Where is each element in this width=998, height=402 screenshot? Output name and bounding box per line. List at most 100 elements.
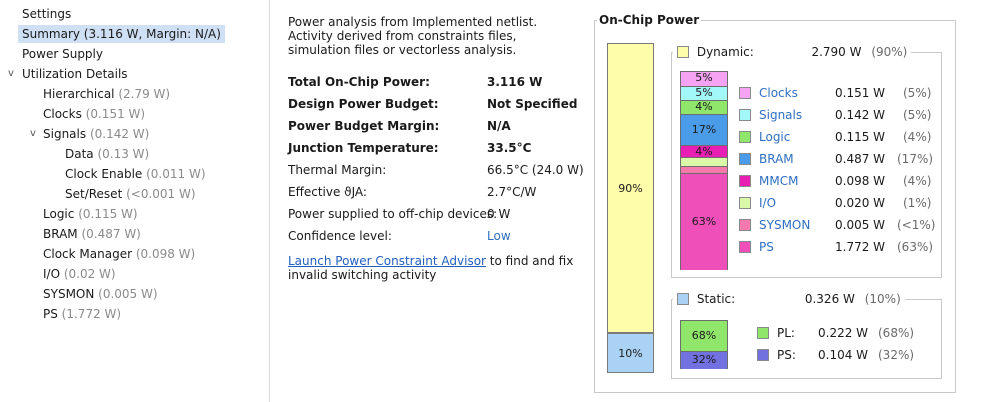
advisor-text: Launch Power Constraint Advisor to find …: [288, 254, 578, 282]
legend-sysmon-link[interactable]: SYSMON: [759, 218, 811, 232]
tree-item-value: (0.487 W): [77, 227, 141, 241]
legend-logic: Logic 0.115 W (4%): [739, 128, 939, 146]
tree-item-value: (1.772 W): [57, 307, 122, 321]
detail-key: Power supplied to off-chip devices:: [288, 207, 498, 221]
power-constraint-advisor-link[interactable]: Launch Power Constraint Advisor: [288, 254, 486, 268]
legend-swatch-icon: [739, 87, 751, 99]
tree-item-power-supply[interactable]: Power Supply: [22, 45, 103, 63]
dynamic-label: Dynamic:: [696, 45, 754, 59]
legend-signals: Signals 0.142 W (5%): [739, 106, 939, 124]
legend-pct: (5%): [903, 86, 932, 100]
dynamic-swatch-icon: [677, 46, 689, 58]
legend-value: 0.151 W: [835, 86, 886, 100]
tree-item-data[interactable]: Data (0.13 W): [65, 145, 149, 163]
power-report-tree: Settings Summary (3.116 W, Margin: N/A) …: [0, 0, 270, 402]
tree-item-value: (<0.001 W): [122, 187, 196, 201]
tree-item-signals[interactable]: Signals (0.142 W): [43, 125, 149, 143]
static-swatch-icon: [677, 293, 689, 305]
tree-item-io[interactable]: I/O (0.02 W): [43, 265, 116, 283]
tree-item-value: (0.151 W): [81, 107, 146, 121]
seg-static-ps: 32%: [681, 352, 727, 369]
confidence-level-link[interactable]: Low: [487, 229, 511, 243]
legend-static-ps: PS: 0.104 W (32%): [757, 346, 937, 364]
legend-mmcm: MMCM 0.098 W (4%): [739, 172, 939, 190]
dynamic-pct: (90%): [871, 45, 908, 59]
advisor-text-1: to find and fix: [485, 254, 574, 268]
legend-swatch-icon: [757, 349, 769, 361]
detail-value: 66.5°C (24.0 W): [487, 163, 584, 177]
legend-pct: (68%): [878, 326, 915, 340]
chevron-down-icon[interactable]: v: [8, 68, 14, 79]
legend-value: 0.142 W: [835, 108, 886, 122]
legend-swatch-icon: [739, 153, 751, 165]
legend-swatch-icon: [739, 241, 751, 253]
tree-item-sysmon[interactable]: SYSMON (0.005 W): [43, 285, 158, 303]
detail-key: Power Budget Margin:: [288, 119, 440, 133]
chevron-down-icon[interactable]: v: [30, 128, 36, 139]
detail-row-budget: Design Power Budget: Not Specified: [288, 95, 588, 113]
seg-mmcm: 4%: [681, 146, 727, 158]
on-chip-power-panel: [594, 20, 956, 393]
legend-label: PS:: [777, 348, 796, 362]
detail-value: 3.116 W: [487, 75, 543, 89]
seg-io: [681, 158, 727, 167]
tree-item-set-reset[interactable]: Set/Reset (<0.001 W): [65, 185, 196, 203]
tree-item-clock-enable[interactable]: Clock Enable (0.011 W): [65, 165, 206, 183]
legend-value: 0.115 W: [835, 130, 886, 144]
tree-item-ps[interactable]: PS (1.772 W): [43, 305, 121, 323]
legend-signals-link[interactable]: Signals: [759, 108, 803, 122]
legend-mmcm-link[interactable]: MMCM: [759, 174, 799, 188]
advisor-text-2: invalid switching activity: [288, 268, 437, 282]
detail-row-thermal-margin: Thermal Margin: 66.5°C (24.0 W): [288, 161, 588, 179]
tree-item-value: (0.011 W): [142, 167, 206, 181]
legend-io-link[interactable]: I/O: [759, 196, 777, 210]
on-chip-power-title: On-Chip Power: [597, 13, 702, 27]
tree-item-value: (2.79 W): [114, 87, 171, 101]
tree-item-label: Clock Manager: [43, 247, 133, 261]
legend-clocks-link[interactable]: Clocks: [759, 86, 798, 100]
tree-item-value: (0.13 W): [93, 147, 150, 161]
legend-bram-link[interactable]: BRAM: [759, 152, 794, 166]
tree-item-clocks[interactable]: Clocks (0.151 W): [43, 105, 145, 123]
legend-swatch-icon: [739, 219, 751, 231]
legend-ps-link[interactable]: PS: [759, 240, 774, 254]
tree-item-label: Settings: [22, 7, 72, 21]
detail-value: 0 W: [487, 207, 511, 221]
tree-item-value: (0.02 W): [60, 267, 116, 281]
detail-row-junction-temp: Junction Temperature: 33.5°C: [288, 139, 588, 157]
legend-pct: (4%): [903, 130, 932, 144]
legend-pct: (<1%): [897, 218, 936, 232]
tree-item-bram[interactable]: BRAM (0.487 W): [43, 225, 141, 243]
static-total-bar: 10%: [607, 333, 654, 373]
tree-item-hierarchical[interactable]: Hierarchical (2.79 W): [43, 85, 170, 103]
legend-logic-link[interactable]: Logic: [759, 130, 791, 144]
dynamic-total-pct: 90%: [618, 182, 643, 195]
legend-swatch-icon: [757, 327, 769, 339]
detail-key: Effective ϑJA:: [288, 185, 367, 199]
seg-clocks: 5%: [681, 72, 727, 87]
tree-item-label: BRAM: [43, 227, 78, 241]
tree-item-label: Signals: [43, 127, 87, 141]
legend-label: PL:: [777, 326, 795, 340]
legend-bram: BRAM 0.487 W (17%): [739, 150, 939, 168]
legend-pct: (4%): [903, 174, 932, 188]
detail-value: 33.5°C: [487, 141, 532, 155]
tree-item-label: Clock Enable: [65, 167, 143, 181]
tree-item-summary[interactable]: Summary (3.116 W, Margin: N/A): [18, 25, 225, 43]
legend-pct: (5%): [903, 108, 932, 122]
tree-item-settings[interactable]: Settings: [22, 5, 71, 23]
tree-item-clock-manager[interactable]: Clock Manager (0.098 W): [43, 245, 195, 263]
static-label: Static:: [696, 292, 736, 306]
legend-pct: (32%): [878, 348, 915, 362]
legend-value: 0.104 W: [818, 348, 869, 362]
tree-item-label: Summary (3.116 W, Margin: N/A): [22, 27, 221, 41]
legend-pct: (63%): [897, 240, 934, 254]
legend-value: 0.487 W: [835, 152, 886, 166]
static-breakdown-bar: 68% 32%: [680, 320, 728, 369]
tree-item-logic[interactable]: Logic (0.115 W): [43, 205, 138, 223]
static-pct: (10%): [864, 292, 901, 306]
tree-item-label: SYSMON: [43, 287, 95, 301]
tree-item-value: (0.142 W): [86, 127, 150, 141]
tree-item-utilization-details[interactable]: Utilization Details: [22, 65, 128, 83]
detail-value: N/A: [487, 119, 511, 133]
